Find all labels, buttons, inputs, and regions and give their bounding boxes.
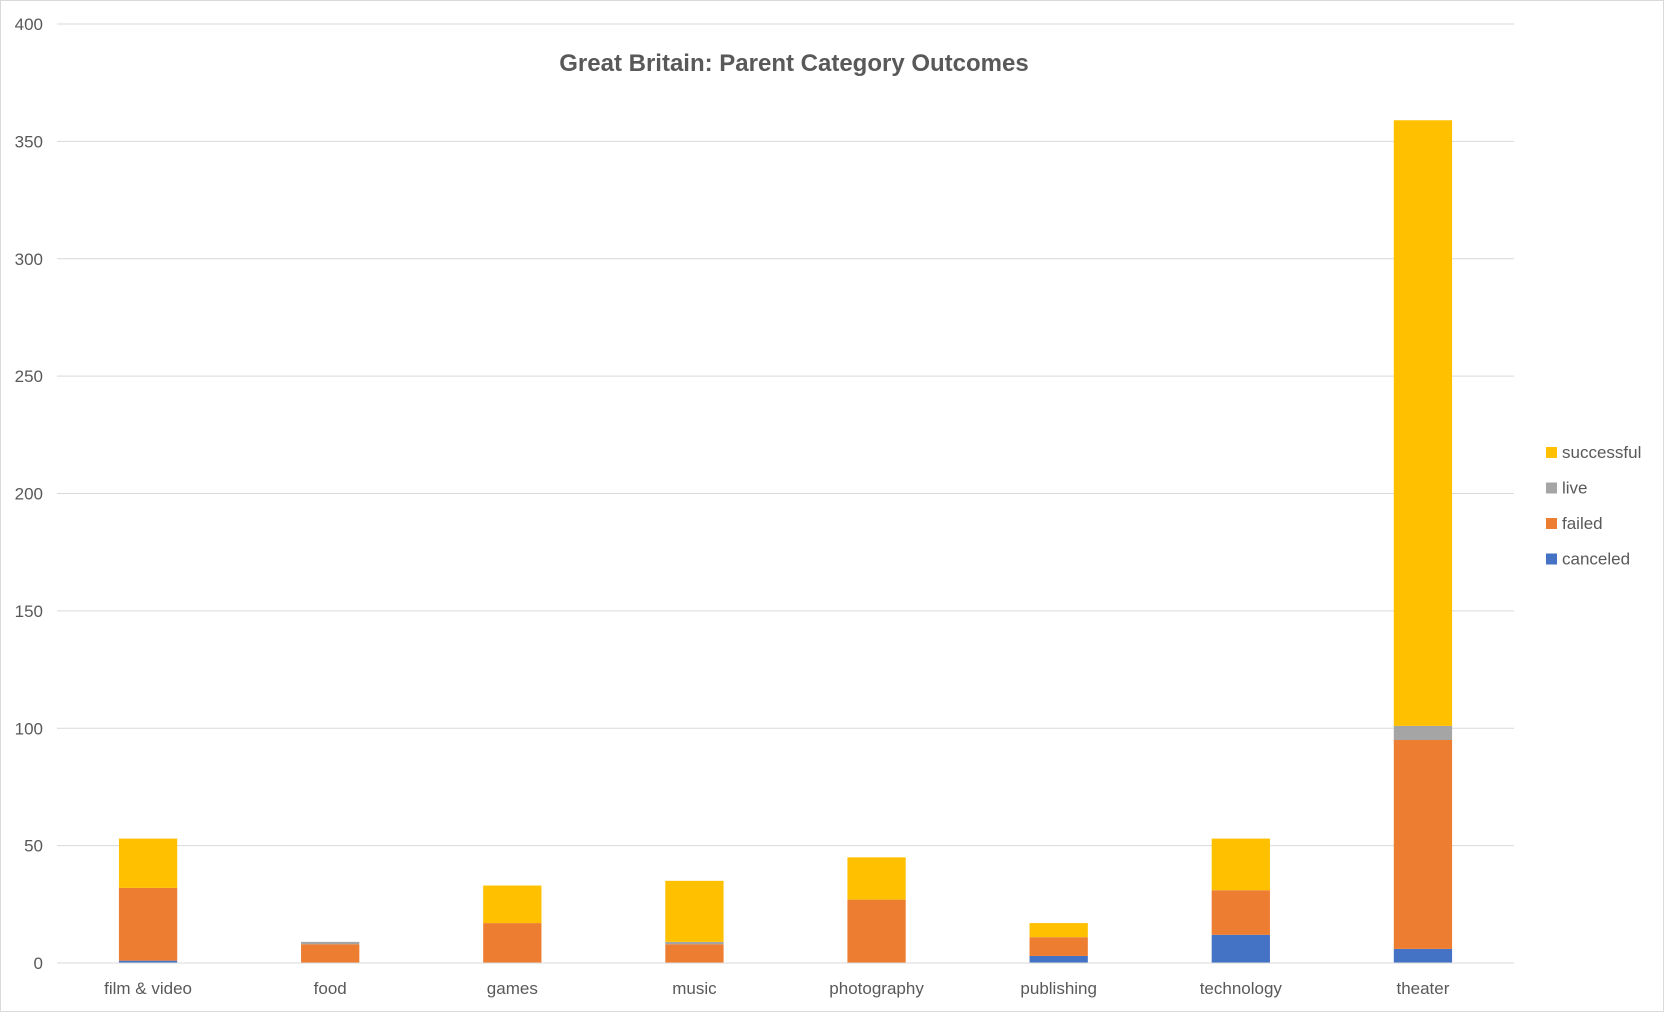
y-tick-label: 150 <box>15 602 43 621</box>
bar-segment-failed <box>483 923 542 963</box>
y-tick-label: 300 <box>15 250 43 269</box>
gridlines <box>57 23 1514 847</box>
x-tick-label: theater <box>1396 979 1449 998</box>
bar-segment-successful <box>665 880 724 942</box>
legend-label-canceled: canceled <box>1562 550 1630 569</box>
bar-segment-failed <box>1393 739 1453 949</box>
x-tick-label: technology <box>1200 979 1283 998</box>
x-tick-label: music <box>672 979 717 998</box>
bar-segment-successful <box>1393 120 1453 726</box>
legend-label-failed: failed <box>1562 514 1603 533</box>
x-axis-tick-labels: film & video food games music photography pub… <box>104 979 1450 998</box>
legend-swatch-canceled <box>1546 553 1557 565</box>
legend-swatch-failed <box>1546 518 1557 529</box>
legend-swatch-successful <box>1546 447 1557 458</box>
legend-label-successful: successful <box>1562 443 1641 462</box>
y-tick-label: 200 <box>15 485 43 504</box>
x-tick-label: photography <box>829 979 924 998</box>
bar-segment-canceled <box>1211 934 1270 963</box>
legend: successful live failed canceled <box>1546 443 1641 569</box>
bar-segment-canceled <box>118 960 178 963</box>
legend-label-live: live <box>1562 479 1588 498</box>
bar-segment-successful <box>483 885 542 924</box>
y-tick-label: 400 <box>15 15 43 34</box>
bar-segment-failed <box>118 887 178 961</box>
legend-swatch-live <box>1546 482 1557 494</box>
bar-segment-failed <box>665 944 724 963</box>
x-tick-label: publishing <box>1020 979 1097 998</box>
bar-segment-failed <box>847 899 906 963</box>
bar-segment-failed <box>301 944 360 963</box>
bar-segment-live <box>1393 725 1453 740</box>
bar-segment-live <box>665 941 724 945</box>
bar-segment-canceled <box>1029 955 1088 963</box>
y-tick-label: 0 <box>34 954 43 973</box>
chart-title: Great Britain: Parent Category Outcomes <box>559 50 1028 77</box>
x-tick-label: games <box>487 979 538 998</box>
x-tick-label: food <box>314 979 347 998</box>
y-tick-label: 350 <box>15 132 43 151</box>
y-tick-label: 50 <box>24 837 43 856</box>
bar-segment-successful <box>1029 923 1088 938</box>
bar-segment-failed <box>1211 890 1270 935</box>
bar-segment-live <box>301 941 360 945</box>
y-tick-label: 100 <box>15 719 43 738</box>
x-tick-label: film & video <box>104 979 192 998</box>
bar-segment-canceled <box>1393 948 1453 963</box>
y-axis-tick-labels: 0 50 100 150 200 250 300 350 400 <box>15 15 43 973</box>
y-tick-label: 250 <box>15 367 43 386</box>
bar-segment-successful <box>118 838 178 888</box>
bar-segment-failed <box>1029 937 1088 956</box>
bars <box>118 120 1453 963</box>
bar-segment-successful <box>1211 838 1270 891</box>
bar-segment-successful <box>847 857 906 900</box>
